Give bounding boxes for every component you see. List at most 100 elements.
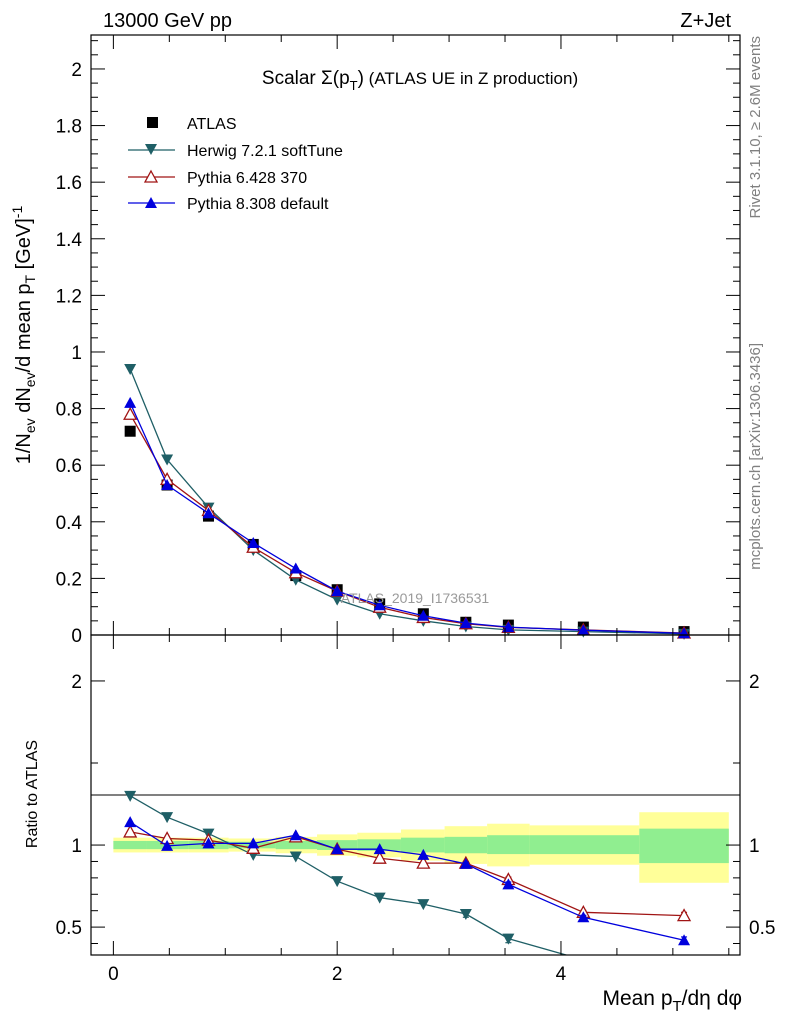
ratio-point-pythia-8-308-default (417, 848, 430, 860)
ratio-point-pythia-8-308-default (124, 816, 137, 828)
ratio-point-pythia-8-308-default (373, 843, 386, 855)
main-ytick-label: 0 (71, 626, 82, 647)
main-ytick-label: 0.8 (56, 400, 82, 421)
series-pythia-8-308-default (124, 396, 691, 639)
legend: ATLAS Herwig 7.2.1 softTune Pythia 6.428… (128, 116, 343, 213)
ratio-line-herwig-7-2-1-softtune (129, 795, 569, 955)
process-label: Z+Jet (680, 10, 731, 32)
legend-marker-herwig (145, 144, 157, 155)
data-point-pythia-8-308-default (161, 479, 174, 490)
main-ytick-label: 1.4 (56, 230, 83, 251)
stat-uncertainty-band (529, 835, 640, 855)
main-ytick-label: 2 (71, 60, 82, 81)
ratio-line-pythia-6-428-370 (130, 831, 685, 917)
mcplots-label: mcplots.cern.ch [arXiv:1306.3436] (747, 343, 764, 570)
main-ytick-label: 1.6 (56, 173, 82, 194)
ratio-ytick-label: 1 (71, 836, 82, 857)
data-point-pythia-8-308-default (577, 624, 590, 636)
ratio-line-pythia-8-308-default (129, 821, 685, 941)
main-ytick-label: 0.2 (56, 569, 82, 590)
ratio-panel: 0.5 0.5 1 1 2 2 0 2 4 Ratio to ATLAS Mean pT/dη… (24, 634, 775, 1015)
main-ytick-label: 1.8 (56, 117, 82, 138)
ratio-point-pythia-8-308-default (577, 911, 590, 923)
ratio-point-pythia-6-428-370 (123, 824, 138, 838)
main-ytick-label: 0.6 (56, 456, 82, 477)
main-y-axis-title: 1/Nev dNev/d mean pT [GeV]-1 (9, 206, 38, 465)
ratio-ytick-label-right: 1 (749, 836, 760, 857)
data-point-atlas (124, 425, 136, 437)
main-ytick-label: 1.2 (56, 286, 82, 307)
ratio-point-herwig-7-2-1-softtune (577, 954, 590, 955)
ratio-series-herwig-7-2-1-softtune (124, 790, 690, 979)
legend-marker-pythia8 (145, 197, 157, 208)
legend-marker-atlas (147, 117, 158, 128)
ratio-point-pythia-8-308-default (289, 829, 302, 841)
ratio-point-herwig-7-2-1-softtune (373, 892, 386, 904)
ratio-point-pythia-8-308-default (502, 878, 515, 890)
data-point-herwig-7-2-1-softtune (161, 454, 174, 466)
data-point-pythia-8-308-default (289, 562, 302, 574)
ratio-point-pythia-8-308-default (247, 837, 260, 849)
ratio-point-herwig-7-2-1-softtune (289, 851, 302, 863)
legend-label-pythia8: Pythia 8.308 default (187, 196, 329, 213)
ratio-frame (90, 634, 741, 956)
main-ytick-label: 1 (71, 343, 82, 364)
legend-label-herwig: Herwig 7.2.1 softTune (187, 143, 343, 160)
ratio-point-pythia-8-308-default (161, 839, 174, 851)
ratio-ytick-label: 0.5 (56, 918, 82, 939)
ratio-point-pythia-8-308-default (202, 837, 215, 849)
legend-label-atlas: ATLAS (187, 116, 237, 133)
data-point-pythia-8-308-default (202, 507, 215, 519)
ratio-point-pythia-8-308-default (459, 857, 472, 869)
stat-uncertainty-band (487, 835, 530, 855)
main-panel: 0 0.2 0.4 0.6 0.8 1 1.2 1.4 1.6 1.8 2 Scalar Σ(pT)… (9, 34, 741, 647)
ratio-xtick-label: 2 (332, 964, 343, 985)
main-xticks (112, 35, 730, 635)
series-line-pythia-8-308-default (129, 402, 685, 634)
data-point-pythia-8-308-default (247, 537, 260, 549)
data-point-pythia-8-308-default (417, 609, 430, 621)
stat-uncertainty-band (400, 837, 445, 853)
ratio-ytick-label-right: 0.5 (749, 918, 775, 939)
main-marks (123, 363, 692, 640)
ratio-point-herwig-7-2-1-softtune (417, 899, 430, 911)
ratio-ytick-label: 2 (71, 672, 82, 693)
analysis-watermark: ATLAS_2019_I1736531 (341, 590, 490, 606)
ratio-point-herwig-7-2-1-softtune (124, 790, 137, 802)
ratio-point-pythia-6-428-370 (416, 855, 431, 869)
rivet-version-label: Rivet 3.1.10, ≥ 2.6M events (747, 36, 764, 219)
ratio-ytick-label-right: 2 (749, 672, 760, 693)
data-point-pythia-8-308-default (373, 599, 386, 611)
ratio-point-pythia-8-308-default (678, 934, 691, 946)
data-point-herwig-7-2-1-softtune (124, 363, 137, 375)
stat-uncertainty-band (113, 840, 147, 850)
ratio-point-herwig-7-2-1-softtune (331, 876, 344, 888)
ratio-point-herwig-7-2-1-softtune (459, 908, 472, 920)
ratio-yticks: 0.5 0.5 1 1 2 2 (56, 672, 775, 945)
ratio-xtick-label: 0 (108, 964, 119, 985)
ratio-y-axis-title: Ratio to ATLAS (24, 740, 41, 848)
ratio-marks (123, 790, 692, 979)
ratio-series-pythia-8-308-default (124, 816, 691, 946)
main-yticks: 0 0.2 0.4 0.6 0.8 1 1.2 1.4 1.6 1.8 2 (56, 40, 740, 647)
x-axis-title: Mean pT/dη dφ (602, 987, 742, 1015)
ratio-xticks: 0 2 4 (108, 635, 730, 985)
data-point-pythia-8-308-default (124, 396, 137, 408)
data-point-pythia-8-308-default (331, 585, 344, 597)
data-point-pythia-8-308-default (459, 617, 472, 629)
energy-label: 13000 GeV pp (103, 10, 232, 32)
plot-title: Scalar Σ(pT) (ATLAS UE in Z production) (262, 68, 578, 93)
ratio-point-pythia-6-428-370 (676, 908, 692, 922)
ratio-point-pythia-6-428-370 (372, 850, 387, 864)
main-ytick-label: 0.4 (56, 513, 83, 534)
ratio-point-herwig-7-2-1-softtune (502, 933, 515, 945)
series-line-herwig-7-2-1-softtune (129, 368, 685, 635)
ratio-point-herwig-7-2-1-softtune (678, 968, 690, 979)
legend-marker-pythia6 (143, 169, 159, 183)
ratio-xtick-label: 4 (556, 964, 567, 985)
stat-uncertainty-band (444, 836, 488, 854)
data-point-herwig-7-2-1-softtune (331, 594, 344, 606)
legend-label-pythia6: Pythia 6.428 370 (187, 170, 307, 187)
stat-uncertainty-band (639, 828, 729, 864)
